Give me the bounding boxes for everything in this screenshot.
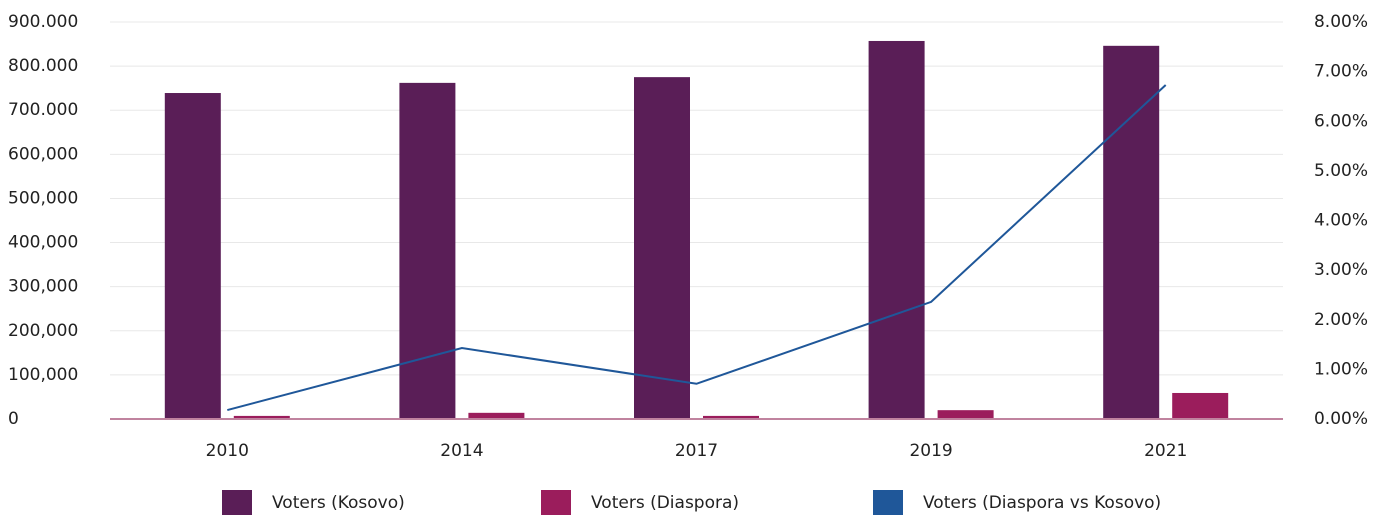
x-tick-label: 2017 — [675, 441, 718, 461]
bar — [937, 410, 994, 419]
y-tick-label: 300,000 — [8, 277, 78, 297]
y2-tick-label: 1.00% — [1314, 359, 1368, 379]
bar — [1103, 45, 1160, 419]
line — [227, 84, 1167, 412]
legend-swatch — [222, 490, 252, 515]
y2-tick-label: 8.00% — [1314, 12, 1368, 32]
x-tick-label: 2010 — [206, 441, 249, 461]
bar — [634, 77, 690, 419]
legend-label: Voters (Diaspora vs Kosovo) — [923, 493, 1161, 513]
legend-label: Voters (Diaspora) — [591, 493, 739, 513]
y2-tick-label: 4.00% — [1314, 211, 1368, 231]
y-tick-label: 700.000 — [8, 100, 78, 120]
bar — [399, 82, 456, 419]
y-tick-label: 800.000 — [8, 56, 78, 76]
bar — [233, 415, 290, 419]
y-tick-label: 600,000 — [8, 144, 78, 164]
y-tick-label: 900.000 — [8, 12, 78, 32]
y2-tick-label: 6.00% — [1314, 111, 1368, 131]
bar — [868, 40, 925, 420]
legend-swatch — [541, 490, 571, 515]
y2-tick-label: 0.00% — [1314, 409, 1368, 429]
y-tick-label: 200,000 — [8, 321, 78, 341]
y-tick-label: 0 — [8, 409, 19, 429]
bar — [468, 412, 525, 419]
y2-tick-label: 5.00% — [1314, 161, 1368, 181]
bar — [703, 415, 759, 419]
bar — [1172, 392, 1229, 419]
y-tick-label: 400,000 — [8, 233, 78, 253]
y2-tick-label: 2.00% — [1314, 310, 1368, 330]
x-tick-label: 2019 — [909, 441, 952, 461]
x-tick-label: 2014 — [440, 441, 483, 461]
y2-tick-label: 7.00% — [1314, 62, 1368, 82]
bar — [164, 93, 221, 419]
legend-label: Voters (Kosovo) — [272, 493, 405, 513]
y-tick-label: 500,000 — [8, 188, 78, 208]
x-tick-label: 2021 — [1144, 441, 1187, 461]
legend-swatch — [873, 490, 903, 515]
y-tick-label: 100,000 — [8, 365, 78, 385]
y2-tick-label: 3.00% — [1314, 260, 1368, 280]
